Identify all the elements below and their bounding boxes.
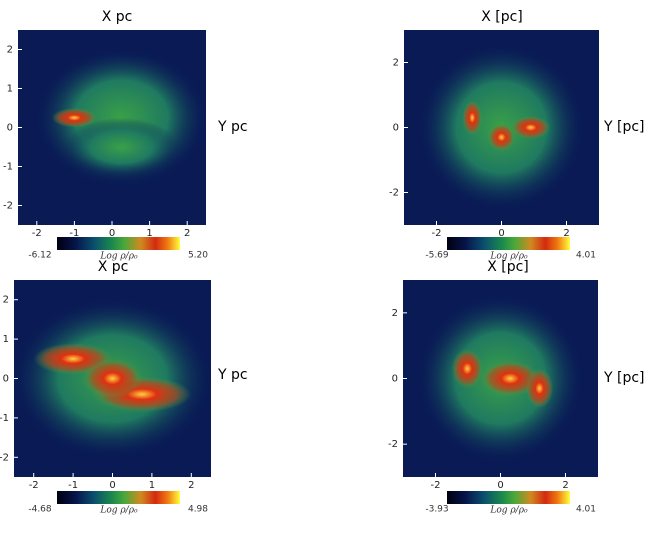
x-tick-label: 2 [562, 480, 568, 491]
colorbar-label: Log ρ/ρ₀ [99, 252, 138, 262]
x-tick-label: 1 [146, 228, 152, 239]
colorbar-max: 4.01 [576, 251, 596, 261]
colorbar-label: Log ρ/ρ₀ [489, 506, 528, 516]
x-tick-label: 0 [109, 228, 115, 239]
density-structure [525, 368, 554, 409]
x-tick-label: -2 [29, 480, 39, 491]
density-structure [51, 108, 97, 128]
x-tick-label: -2 [432, 228, 442, 239]
y-axis-label: Y [pc] [603, 119, 645, 135]
colorbar-max: 4.01 [576, 505, 596, 515]
x-tick-label: -1 [69, 228, 79, 239]
x-tick-label: 2 [563, 228, 569, 239]
colorbar [447, 237, 570, 250]
colorbar [447, 491, 570, 504]
colorbar-max: 4.98 [188, 505, 208, 515]
panel-title: X pc [102, 9, 133, 25]
y-tick-label: 1 [7, 84, 13, 95]
y-tick-label: 2 [7, 45, 13, 56]
y-tick-label: 1 [3, 334, 9, 345]
density-structure [481, 360, 540, 397]
x-tick-label: 1 [149, 480, 155, 491]
x-tick-label: 2 [184, 228, 190, 239]
y-tick-label: -2 [388, 439, 398, 450]
panel-title: X [pc] [487, 259, 529, 275]
density-structure [487, 123, 516, 151]
y-axis-label: Y [pc] [603, 370, 645, 386]
x-tick-label: 0 [498, 228, 504, 239]
panel-title: X [pc] [481, 9, 523, 25]
y-tick-label: -2 [3, 201, 13, 212]
y-tick-label: 0 [393, 123, 399, 134]
colorbar-min: -5.69 [425, 251, 449, 261]
density-structure [462, 100, 482, 136]
colorbar-label: Log ρ/ρ₀ [99, 506, 138, 516]
x-tick-label: 0 [109, 480, 115, 491]
y-tick-label: 0 [3, 374, 9, 385]
y-tick-label: 2 [393, 58, 399, 69]
y-tick-label: 0 [7, 123, 13, 134]
y-tick-label: -1 [0, 413, 9, 424]
y-tick-label: -2 [389, 188, 399, 199]
colorbar [57, 491, 180, 504]
y-axis-label: Y pc [217, 119, 248, 135]
density-structure [511, 115, 551, 140]
density-structure [82, 358, 143, 399]
colorbar-label: Log ρ/ρ₀ [489, 252, 528, 262]
density-structure [65, 117, 178, 177]
x-tick-label: 2 [188, 480, 194, 491]
colorbar-max: 5.20 [188, 251, 208, 261]
x-tick-label: -2 [32, 228, 42, 239]
x-tick-label: 0 [497, 480, 503, 491]
y-tick-label: 2 [392, 308, 398, 319]
y-tick-label: 2 [3, 295, 9, 306]
colorbar-min: -6.12 [28, 251, 51, 261]
x-tick-label: -2 [431, 480, 441, 491]
colorbar [57, 237, 180, 250]
x-tick-label: -1 [68, 480, 78, 491]
density-structure [451, 348, 483, 389]
y-tick-label: 0 [392, 374, 398, 385]
y-tick-label: -2 [0, 452, 9, 463]
colorbar-min: -4.68 [28, 505, 52, 515]
y-axis-label: Y pc [217, 367, 248, 383]
y-tick-label: -1 [3, 162, 13, 173]
panel-title: X pc [98, 259, 129, 275]
colorbar-min: -3.93 [425, 505, 448, 515]
